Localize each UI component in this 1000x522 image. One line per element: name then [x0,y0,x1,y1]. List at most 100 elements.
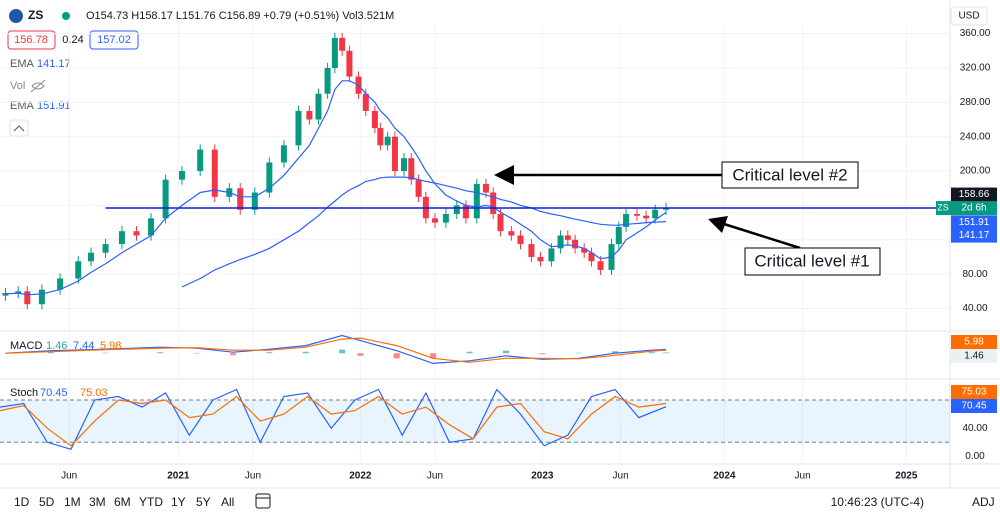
price-tag-bg [951,187,997,202]
candle-body [251,192,258,210]
currency[interactable]: USD [958,11,979,22]
indicator-name: Stoch [10,387,38,399]
candle-body [588,252,595,262]
candle-body [401,158,408,172]
candle-body [431,218,438,223]
y-tick-label: 280.00 [960,97,991,108]
price-tag: 158.66 [959,189,990,200]
legend-name: EMA [10,100,35,112]
collapse-icon[interactable] [13,125,25,132]
candle-body [453,205,460,215]
stoch-tag: 75.03 [961,387,986,398]
candle-body [557,235,564,249]
bid[interactable]: 156.78 [14,34,48,46]
range-button[interactable]: 5Y [196,495,211,509]
range-button[interactable]: 3M [89,495,106,509]
annotation: Critical level #1 [754,251,869,270]
candle-body [497,214,504,232]
candle-body [2,293,9,296]
candle-body [295,110,302,146]
ema-tag-bg [951,228,997,243]
candle-body [266,162,273,193]
stoch-tag: 70.45 [961,401,986,412]
candle-body [564,235,571,240]
legend-name: EMA [10,58,35,70]
x-tick-label: 2021 [167,471,190,482]
candle-body [362,93,369,111]
currency-button[interactable] [950,6,988,26]
candle-body [462,205,469,219]
legend-value: 75.03 [80,387,108,399]
candle-body [633,214,640,216]
macd-histogram [648,352,655,354]
stoch-tag-bg [951,399,997,413]
candle-body [339,37,346,51]
ask-box[interactable] [89,30,139,50]
arrow [723,222,801,250]
x-tick-label: 2022 [349,471,372,482]
range-button[interactable]: 5D [39,495,55,509]
hidden-icon[interactable] [30,79,46,93]
countdown-tag-bg [951,201,997,216]
stoch-tag-bg [951,385,997,399]
candle-body [315,93,322,120]
candle-body [324,67,331,94]
candle-body [517,235,524,245]
macd-histogram [47,352,54,354]
candle-body [572,239,579,249]
candle-body [442,214,449,223]
ema-line [5,80,667,296]
arrow-head [494,165,514,185]
date-range-icon[interactable] [255,493,271,509]
candle-body [391,136,398,172]
candle-body [87,252,94,262]
candle-body [280,145,287,163]
candle-body [615,226,622,245]
macd-histogram [430,353,437,359]
candle-body [162,179,169,219]
range-button[interactable]: 6M [114,495,131,509]
adjust[interactable]: ADJ [972,495,995,509]
bid-box[interactable] [7,30,56,50]
macd-tag-bg [951,335,997,349]
legend-value: 5.98 [100,340,121,352]
range-button[interactable]: All [221,495,234,509]
ohlc: O154.73 H158.17 L151.76 C156.89 +0.79 (+… [86,10,394,22]
candle-body [178,171,185,180]
arrow-head [708,216,728,233]
macd-histogram [502,350,509,354]
legend-value: 1.46 [46,340,67,352]
macd-histogram [266,352,273,354]
macd-histogram [102,352,109,354]
y-tick-label: 360.00 [960,28,991,39]
candle-body [57,278,64,290]
candle-body [623,214,630,227]
candle-body [652,209,659,219]
candle-body [415,179,422,197]
candle-body [473,183,480,219]
candle-body [15,291,22,294]
x-tick-label: 2024 [713,471,736,482]
candle-body [24,291,31,305]
range-button[interactable]: YTD [139,495,163,509]
collapse-button[interactable] [9,119,29,137]
candle-body [548,248,555,262]
macd-histogram [466,351,473,354]
annotation-box [721,161,859,189]
ema-tag-bg [951,215,997,230]
legend-value: 141.17 [37,58,71,70]
y-tick-label: 40.00 [962,303,987,314]
candle-body [197,149,204,172]
macd-histogram [193,353,200,354]
macd-histogram [157,352,164,354]
macd-histogram [229,353,236,356]
range-button[interactable]: 1M [64,495,81,509]
candle-body [346,50,353,77]
annotation: Critical level #2 [732,165,847,184]
candle-body [528,244,535,257]
y-tick-label: 320.00 [960,63,991,74]
range-button[interactable]: 1D [14,495,30,509]
range-button[interactable]: 1Y [171,495,186,509]
ask[interactable]: 157.02 [97,34,131,46]
